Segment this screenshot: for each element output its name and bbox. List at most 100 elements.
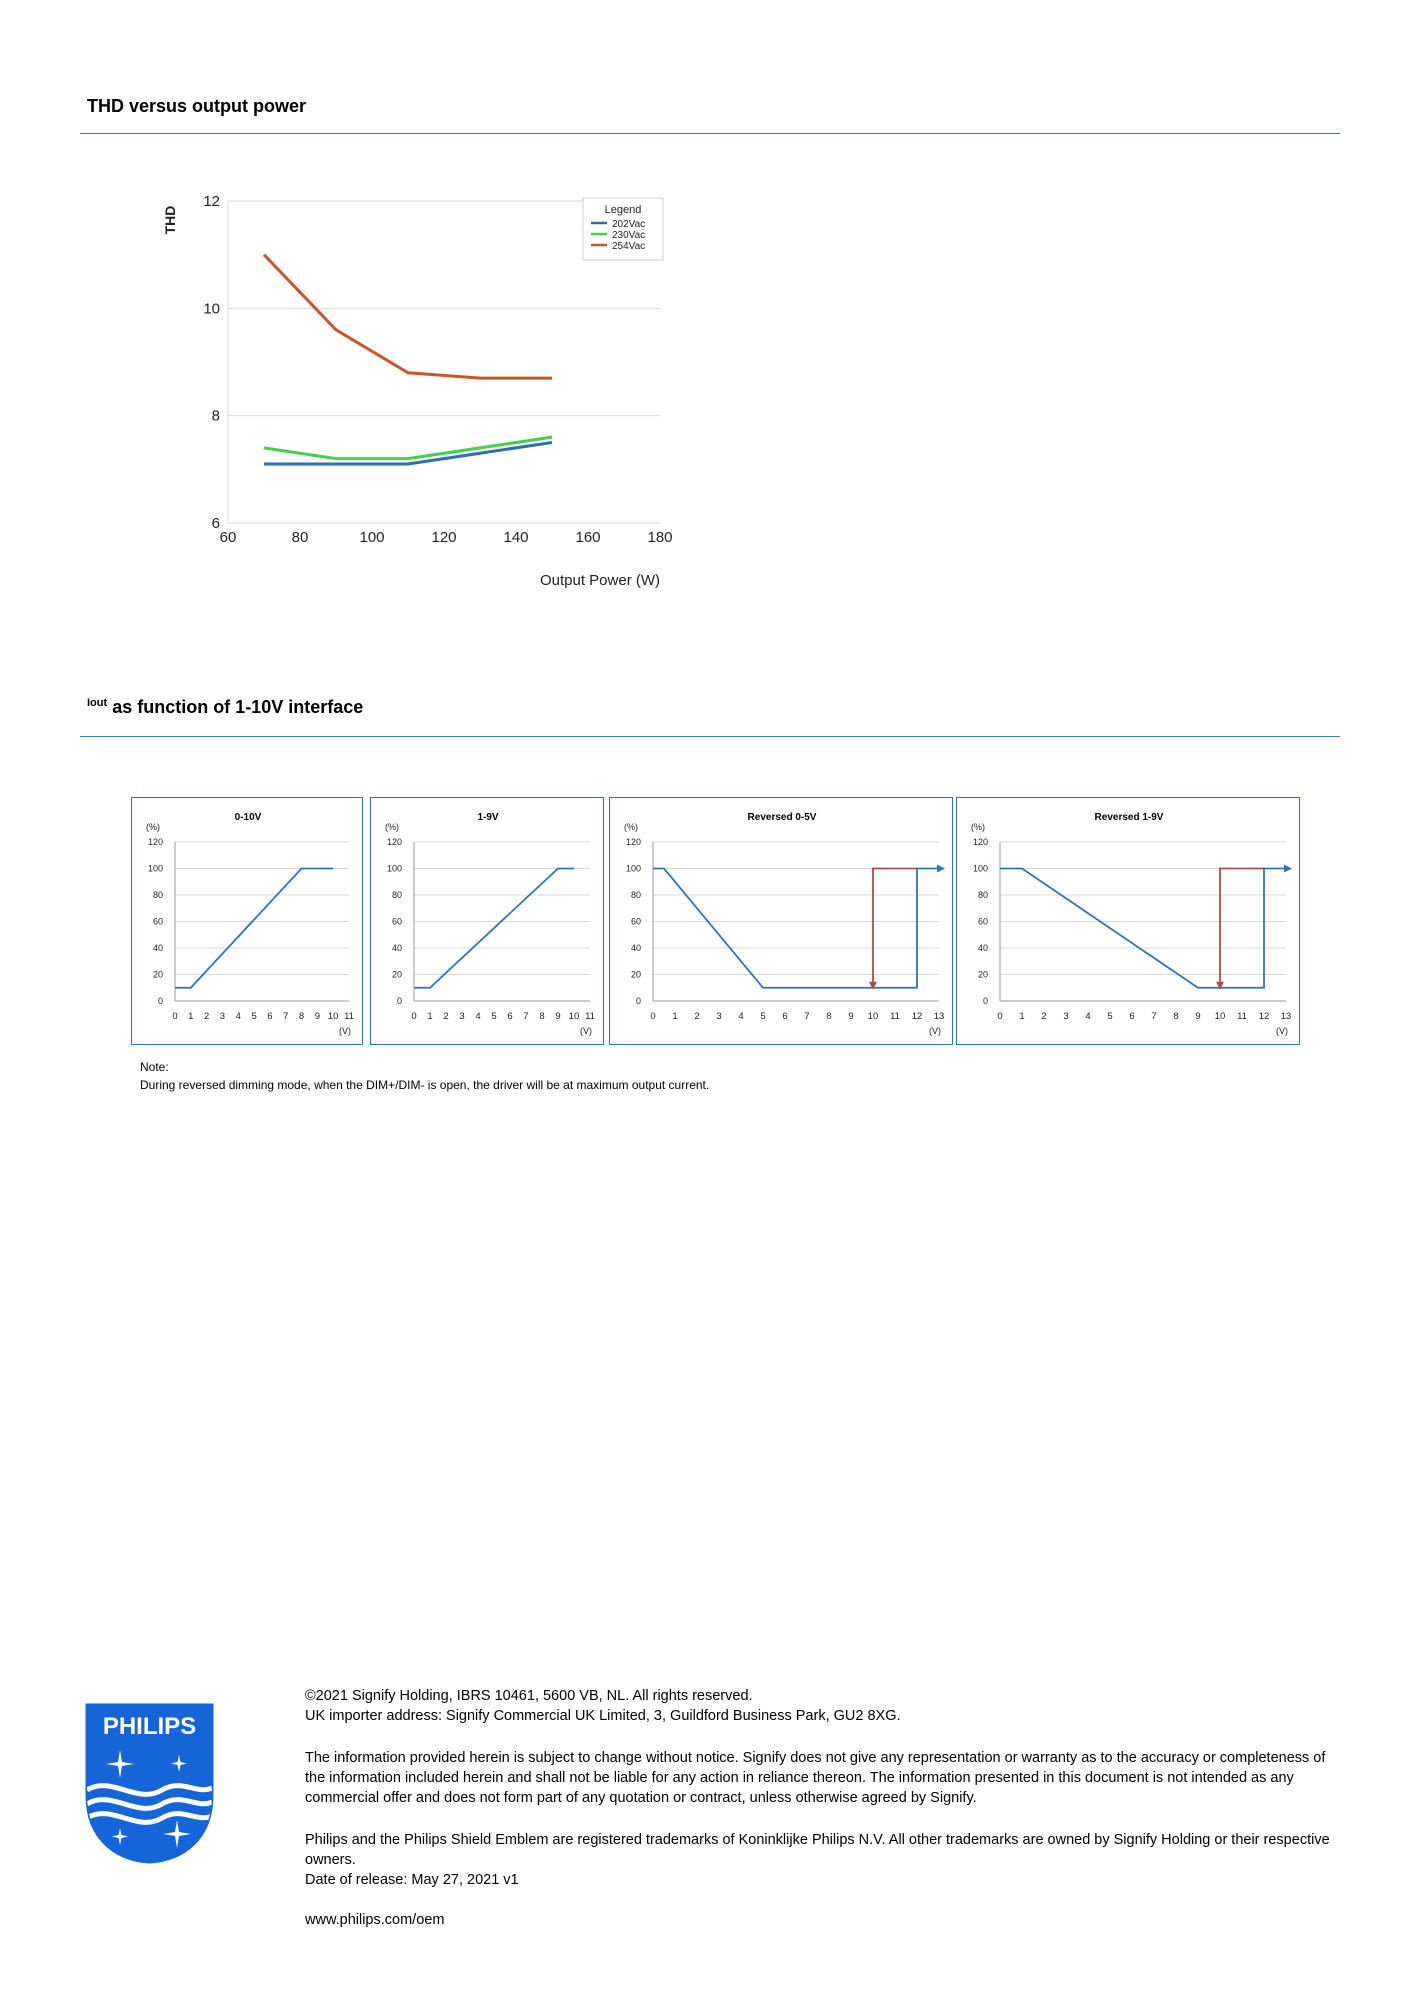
y-tick-label: 60 [392,917,402,927]
x-tick-label: 3 [716,1011,721,1022]
y-tick-label: 20 [978,970,988,980]
x-tick-label: 2 [1041,1011,1046,1022]
x-tick-label: 0 [650,1011,655,1022]
y-tick-label: 100 [148,864,163,874]
x-axis-label: Output Power (W) [540,572,660,589]
panel-title: 0-10V [235,812,262,823]
arrowhead [869,981,877,990]
x-tick-label: 13 [934,1011,945,1022]
y-unit-label: (%) [385,822,399,832]
x-tick-label: 3 [1063,1011,1068,1022]
y-tick-label: 80 [392,890,402,900]
x-tick-label: 6 [1129,1011,1134,1022]
x-tick-label: 4 [738,1011,743,1022]
x-tick-label: 12 [912,1011,923,1022]
x-tick-label: 3 [459,1011,464,1022]
x-tick-label: 8 [539,1011,544,1022]
y-tick-label: 8 [212,408,220,425]
philips-shield-logo: PHILIPS [85,1703,214,1864]
y-tick-label: 80 [631,890,641,900]
x-tick-label: 3 [220,1011,225,1022]
y-tick-label: 60 [978,917,988,927]
legend-label: 254Vac [612,241,645,252]
arrowhead [937,864,945,873]
x-tick-label: 9 [1195,1011,1200,1022]
x-tick-label: 11 [1237,1011,1247,1022]
panel-title: Reversed 1-9V [1095,812,1164,823]
dimming-curve [653,867,939,989]
section-divider [80,736,1340,737]
x-tick-label: 1 [427,1011,432,1022]
x-tick-label: 2 [204,1011,209,1022]
switch-path [1219,867,1264,988]
y-tick-label: 100 [973,864,988,874]
x-tick-label: 4 [1085,1011,1090,1022]
y-tick-label: 120 [973,837,988,847]
x-tick-label: 11 [890,1011,900,1022]
y-tick-label: 80 [153,890,163,900]
x-tick-label: 100 [359,529,384,546]
iout-title-text: as function of 1-10V interface [112,697,364,717]
y-tick-label: 20 [153,970,163,980]
y-tick-label: 10 [203,300,220,317]
series-line-254Vac [262,253,552,380]
dim-panel-1-9v: 1-9V (%) 0 20 40 60 80 100 120 0 1 2 3 4 5 6 7 8 9 10 11 (V) [370,797,604,1045]
x-tick-label: 1 [672,1011,677,1022]
legend-label: 230Vac [612,230,645,241]
y-tick-label: 80 [978,890,988,900]
x-tick-label: 7 [804,1011,809,1022]
y-tick-label: 40 [631,943,641,953]
dim-panel-0-10v: 0-10V (%) 0 20 40 60 80 100 120 0 1 2 3 4 5 6 7 8 9 10 11 (V) [131,797,363,1045]
series-line-230Vac [263,435,553,461]
y-tick-label: 40 [153,943,163,953]
y-unit-label: (%) [146,822,160,832]
x-tick-label: 8 [299,1011,304,1022]
note-text: During reversed dimming mode, when the D… [140,1078,710,1092]
x-tick-label: 0 [411,1011,416,1022]
x-tick-label: 11 [585,1011,595,1022]
legend-label: 202Vac [612,219,645,230]
footer-url[interactable]: www.philips.com/oem [305,1912,445,1928]
y-unit-label: (%) [971,822,985,832]
x-unit-label: (V) [339,1026,351,1036]
x-tick-label: 8 [1173,1011,1178,1022]
x-tick-label: 2 [443,1011,448,1022]
y-tick-label: 60 [153,917,163,927]
x-tick-label: 5 [251,1011,256,1022]
y-tick-label: 0 [983,996,988,1006]
x-tick-label: 6 [507,1011,512,1022]
footer-copyright: ©2021 Signify Holding, IBRS 10461, 5600 … [305,1688,753,1704]
footer-trademarks: Philips and the Philips Shield Emblem ar… [305,1832,1330,1868]
y-tick-label: 60 [631,917,641,927]
x-tick-label: 6 [782,1011,787,1022]
logo-wordmark: PHILIPS [103,1713,196,1740]
x-unit-label: (V) [1276,1026,1288,1036]
y-tick-label: 120 [148,837,163,847]
x-tick-label: 10 [569,1011,580,1022]
x-tick-label: 60 [220,529,237,546]
y-tick-label: 100 [387,864,402,874]
x-tick-label: 2 [694,1011,699,1022]
x-unit-label: (V) [580,1026,592,1036]
x-tick-label: 7 [1151,1011,1156,1022]
x-tick-label: 9 [848,1011,853,1022]
x-tick-label: 7 [283,1011,288,1022]
switch-path [872,867,917,988]
x-tick-label: 140 [503,529,528,546]
x-tick-label: 9 [315,1011,320,1022]
y-tick-label: 0 [158,996,163,1006]
y-unit-label: (%) [624,822,638,832]
y-tick-label: 20 [392,970,402,980]
y-tick-label: 100 [626,864,641,874]
thd-section-title: THD versus output power [87,96,307,116]
x-tick-label: 10 [328,1011,339,1022]
dimming-curve [414,867,574,989]
section-divider [80,133,1340,134]
y-tick-label: 12 [203,193,220,210]
x-tick-label: 5 [760,1011,765,1022]
x-tick-label: 160 [575,529,600,546]
